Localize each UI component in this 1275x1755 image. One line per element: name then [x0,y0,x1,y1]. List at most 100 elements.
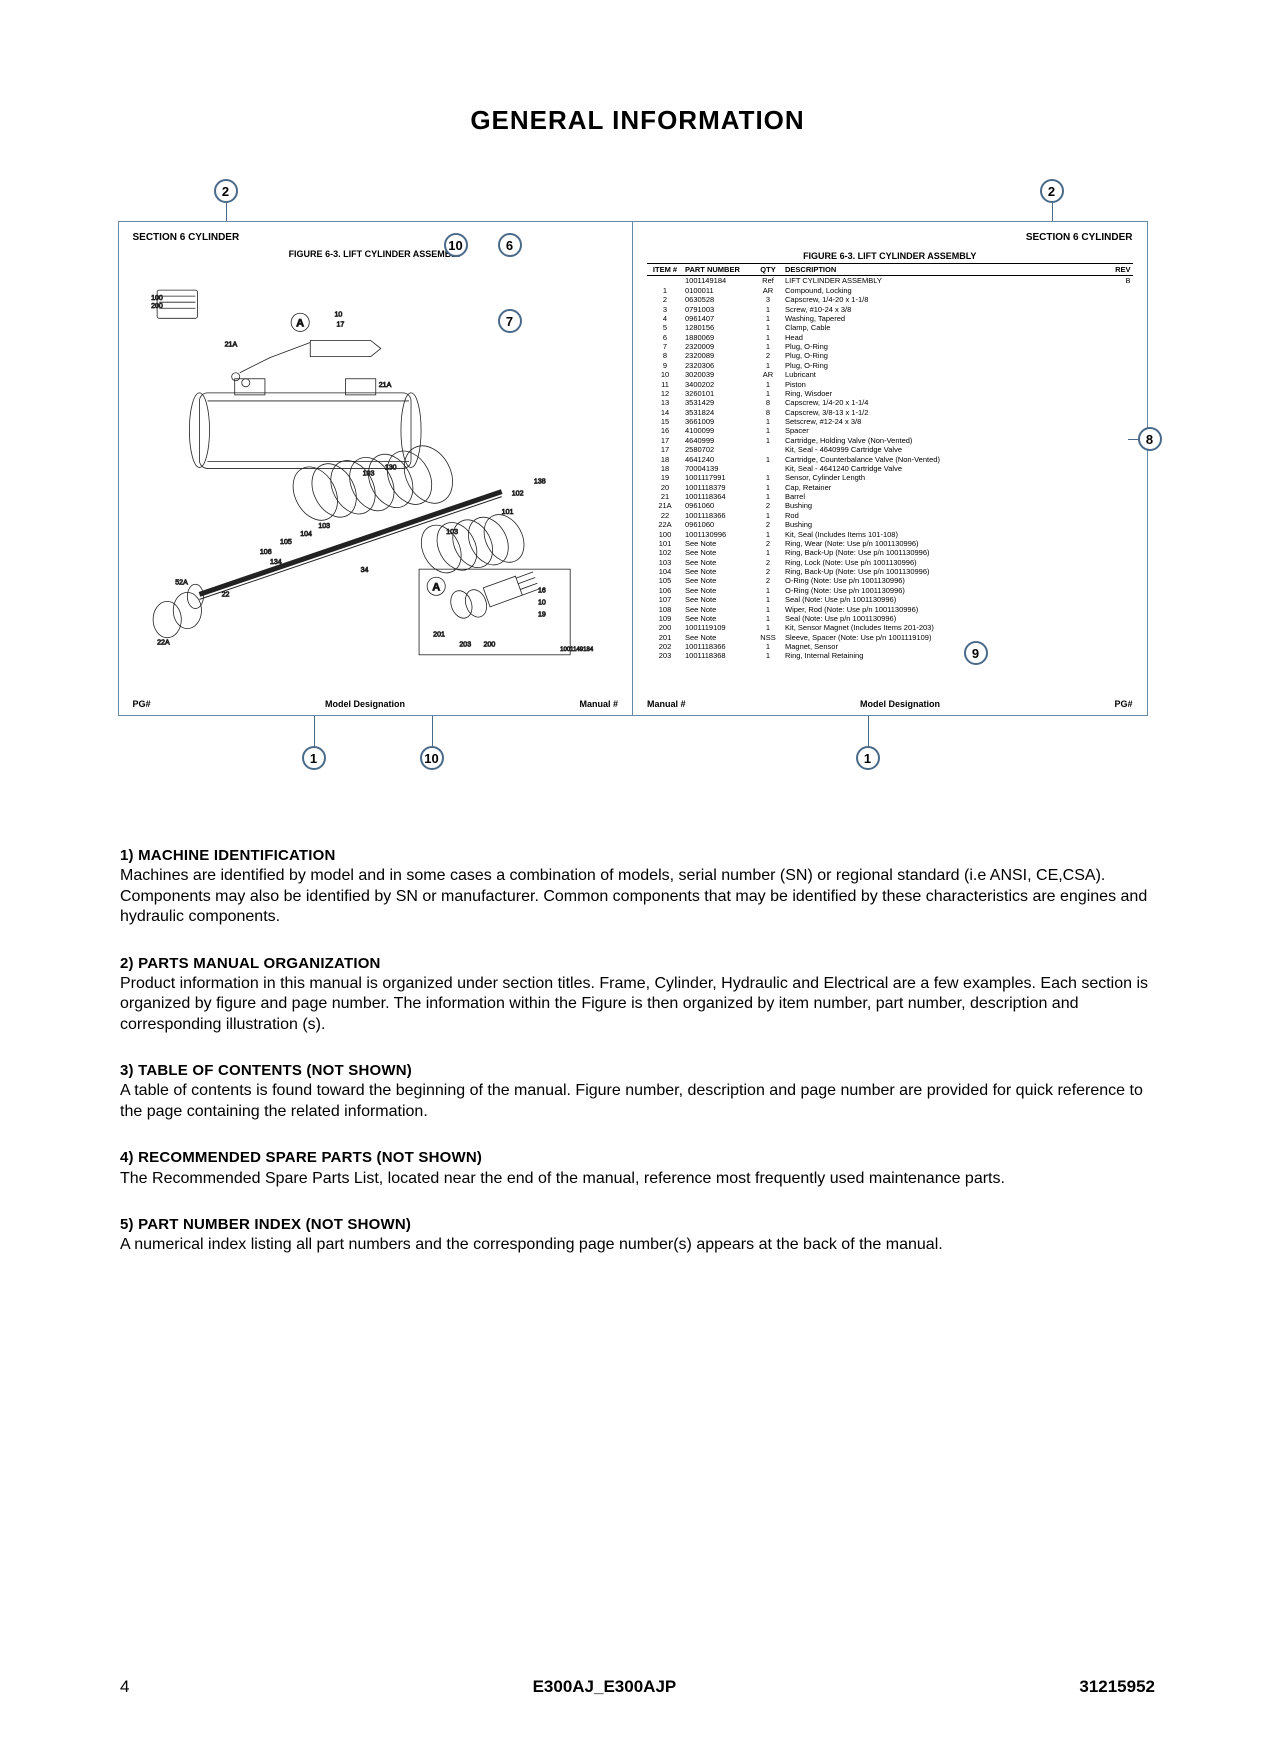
leader [432,716,433,746]
table-cell [1103,633,1133,642]
table-cell: 0961407 [683,314,753,323]
callout-1-left: 1 [302,746,326,770]
table-row: 101See Note2Ring, Wear (Note: Use p/n 10… [647,539,1133,548]
table-cell: 3661009 [683,417,753,426]
section-5-heading: 5) PART NUMBER INDEX (NOT SHOWN) [120,1215,1155,1234]
section-3: 3) TABLE OF CONTENTS (NOT SHOWN) A table… [120,1061,1155,1122]
table-cell: 1 [753,642,783,651]
table-cell: 1 [753,548,783,557]
table-cell: AR [753,370,783,379]
table-cell: 4100099 [683,426,753,435]
table-row: 723200091Plug, O-Ring [647,342,1133,351]
table-row: 20310011183681Ring, Internal Retaining [647,651,1133,660]
table-cell: 1 [753,389,783,398]
table-cell: 0961060 [683,501,753,510]
table-cell: 1 [753,511,783,520]
table-cell: 0100011 [683,286,753,295]
svg-text:200: 200 [483,642,495,649]
left-panel-footer: PG# Model Designation Manual # [133,699,619,709]
table-cell: Sensor, Cylinder Length [783,473,1103,482]
table-cell: 19 [647,473,683,482]
table-row: 10010011309961Kit, Seal (Includes Items … [647,530,1133,539]
table-cell: 13 [647,398,683,407]
section-title-left: SECTION 6 CYLINDER [133,232,619,243]
table-cell: 1 [753,483,783,492]
leader [1052,203,1053,223]
table-cell [1103,642,1133,651]
table-row: 1435318248Capscrew, 3/8-13 x 1-1/2 [647,408,1133,417]
table-row: 307910031Screw, #10-24 x 3/8 [647,305,1133,314]
table-cell: 1 [753,455,783,464]
callout-1-right: 1 [856,746,880,770]
leader [1128,439,1140,440]
diagram-box: SECTION 6 CYLINDER FIGURE 6-3. LIFT CYLI… [118,221,1148,716]
table-cell: 1001118364 [683,492,753,501]
page-title: GENERAL INFORMATION [0,105,1275,136]
table-cell [1103,511,1133,520]
svg-text:10: 10 [537,599,545,606]
table-cell [1103,614,1133,623]
table-cell: 8 [753,408,783,417]
svg-text:17: 17 [336,321,344,328]
leader [226,203,227,223]
table-cell: 202 [647,642,683,651]
table-cell: 1 [753,492,783,501]
table-cell [1103,342,1133,351]
table-cell: LIFT CYLINDER ASSEMBLY [783,276,1103,286]
svg-text:A: A [296,317,304,329]
table-row: 20210011183661Magnet, Sensor [647,642,1133,651]
svg-text:22: 22 [221,591,229,598]
table-cell [1103,651,1133,660]
table-row: 20010011191091Kit, Sensor Magnet (Includ… [647,623,1133,632]
table-cell: Capscrew, 1/4-20 x 1-1/8 [783,295,1103,304]
table-cell: Bushing [783,501,1103,510]
table-cell: 1 [753,623,783,632]
th-part: PART NUMBER [683,264,753,276]
svg-text:103: 103 [362,470,374,477]
table-cell [1103,436,1133,445]
table-cell [647,276,683,286]
table-cell: 17 [647,445,683,454]
callout-6: 6 [498,233,522,257]
table-cell: Capscrew, 1/4-20 x 1-1/4 [783,398,1103,407]
table-cell: 1880069 [683,333,753,342]
table-cell [1103,445,1133,454]
table-cell: Capscrew, 3/8-13 x 1-1/2 [783,408,1103,417]
table-cell: 4640999 [683,436,753,445]
section-5: 5) PART NUMBER INDEX (NOT SHOWN) A numer… [120,1215,1155,1256]
table-cell: 1001118368 [683,651,753,660]
table-cell [1103,455,1133,464]
table-cell: 1 [753,417,783,426]
table-cell [1103,473,1133,482]
table-cell: See Note [683,539,753,548]
table-cell [1103,595,1133,604]
table-row: 172580702Kit, Seal - 4640999 Cartridge V… [647,445,1133,454]
table-cell: 15 [647,417,683,426]
table-cell [1103,333,1133,342]
table-cell: 1 [753,473,783,482]
table-cell: 2 [753,567,783,576]
svg-text:103: 103 [446,529,458,536]
table-cell: 100 [647,530,683,539]
table-cell: 3260101 [683,389,753,398]
table-row: 2010011183791Cap, Retainer [647,483,1133,492]
footer-pg-r: PG# [1114,699,1132,709]
svg-text:203: 203 [459,642,471,649]
svg-text:105: 105 [280,539,292,546]
callout-10-bottom: 10 [420,746,444,770]
table-cell: 21A [647,501,683,510]
svg-text:134: 134 [269,559,281,566]
section-1-heading: 1) MACHINE IDENTIFICATION [120,846,1155,865]
svg-text:10: 10 [334,311,342,318]
svg-text:1001149184: 1001149184 [560,647,594,653]
table-cell: See Note [683,567,753,576]
table-cell: 20 [647,483,683,492]
table-cell: 1 [753,305,783,314]
table-row: 1746409991Cartridge, Holding Valve (Non-… [647,436,1133,445]
table-cell: 16 [647,426,683,435]
callout-8: 8 [1138,427,1162,451]
table-cell: 3531824 [683,408,753,417]
svg-text:101: 101 [501,509,513,516]
table-cell: 200 [647,623,683,632]
leader [314,716,315,746]
